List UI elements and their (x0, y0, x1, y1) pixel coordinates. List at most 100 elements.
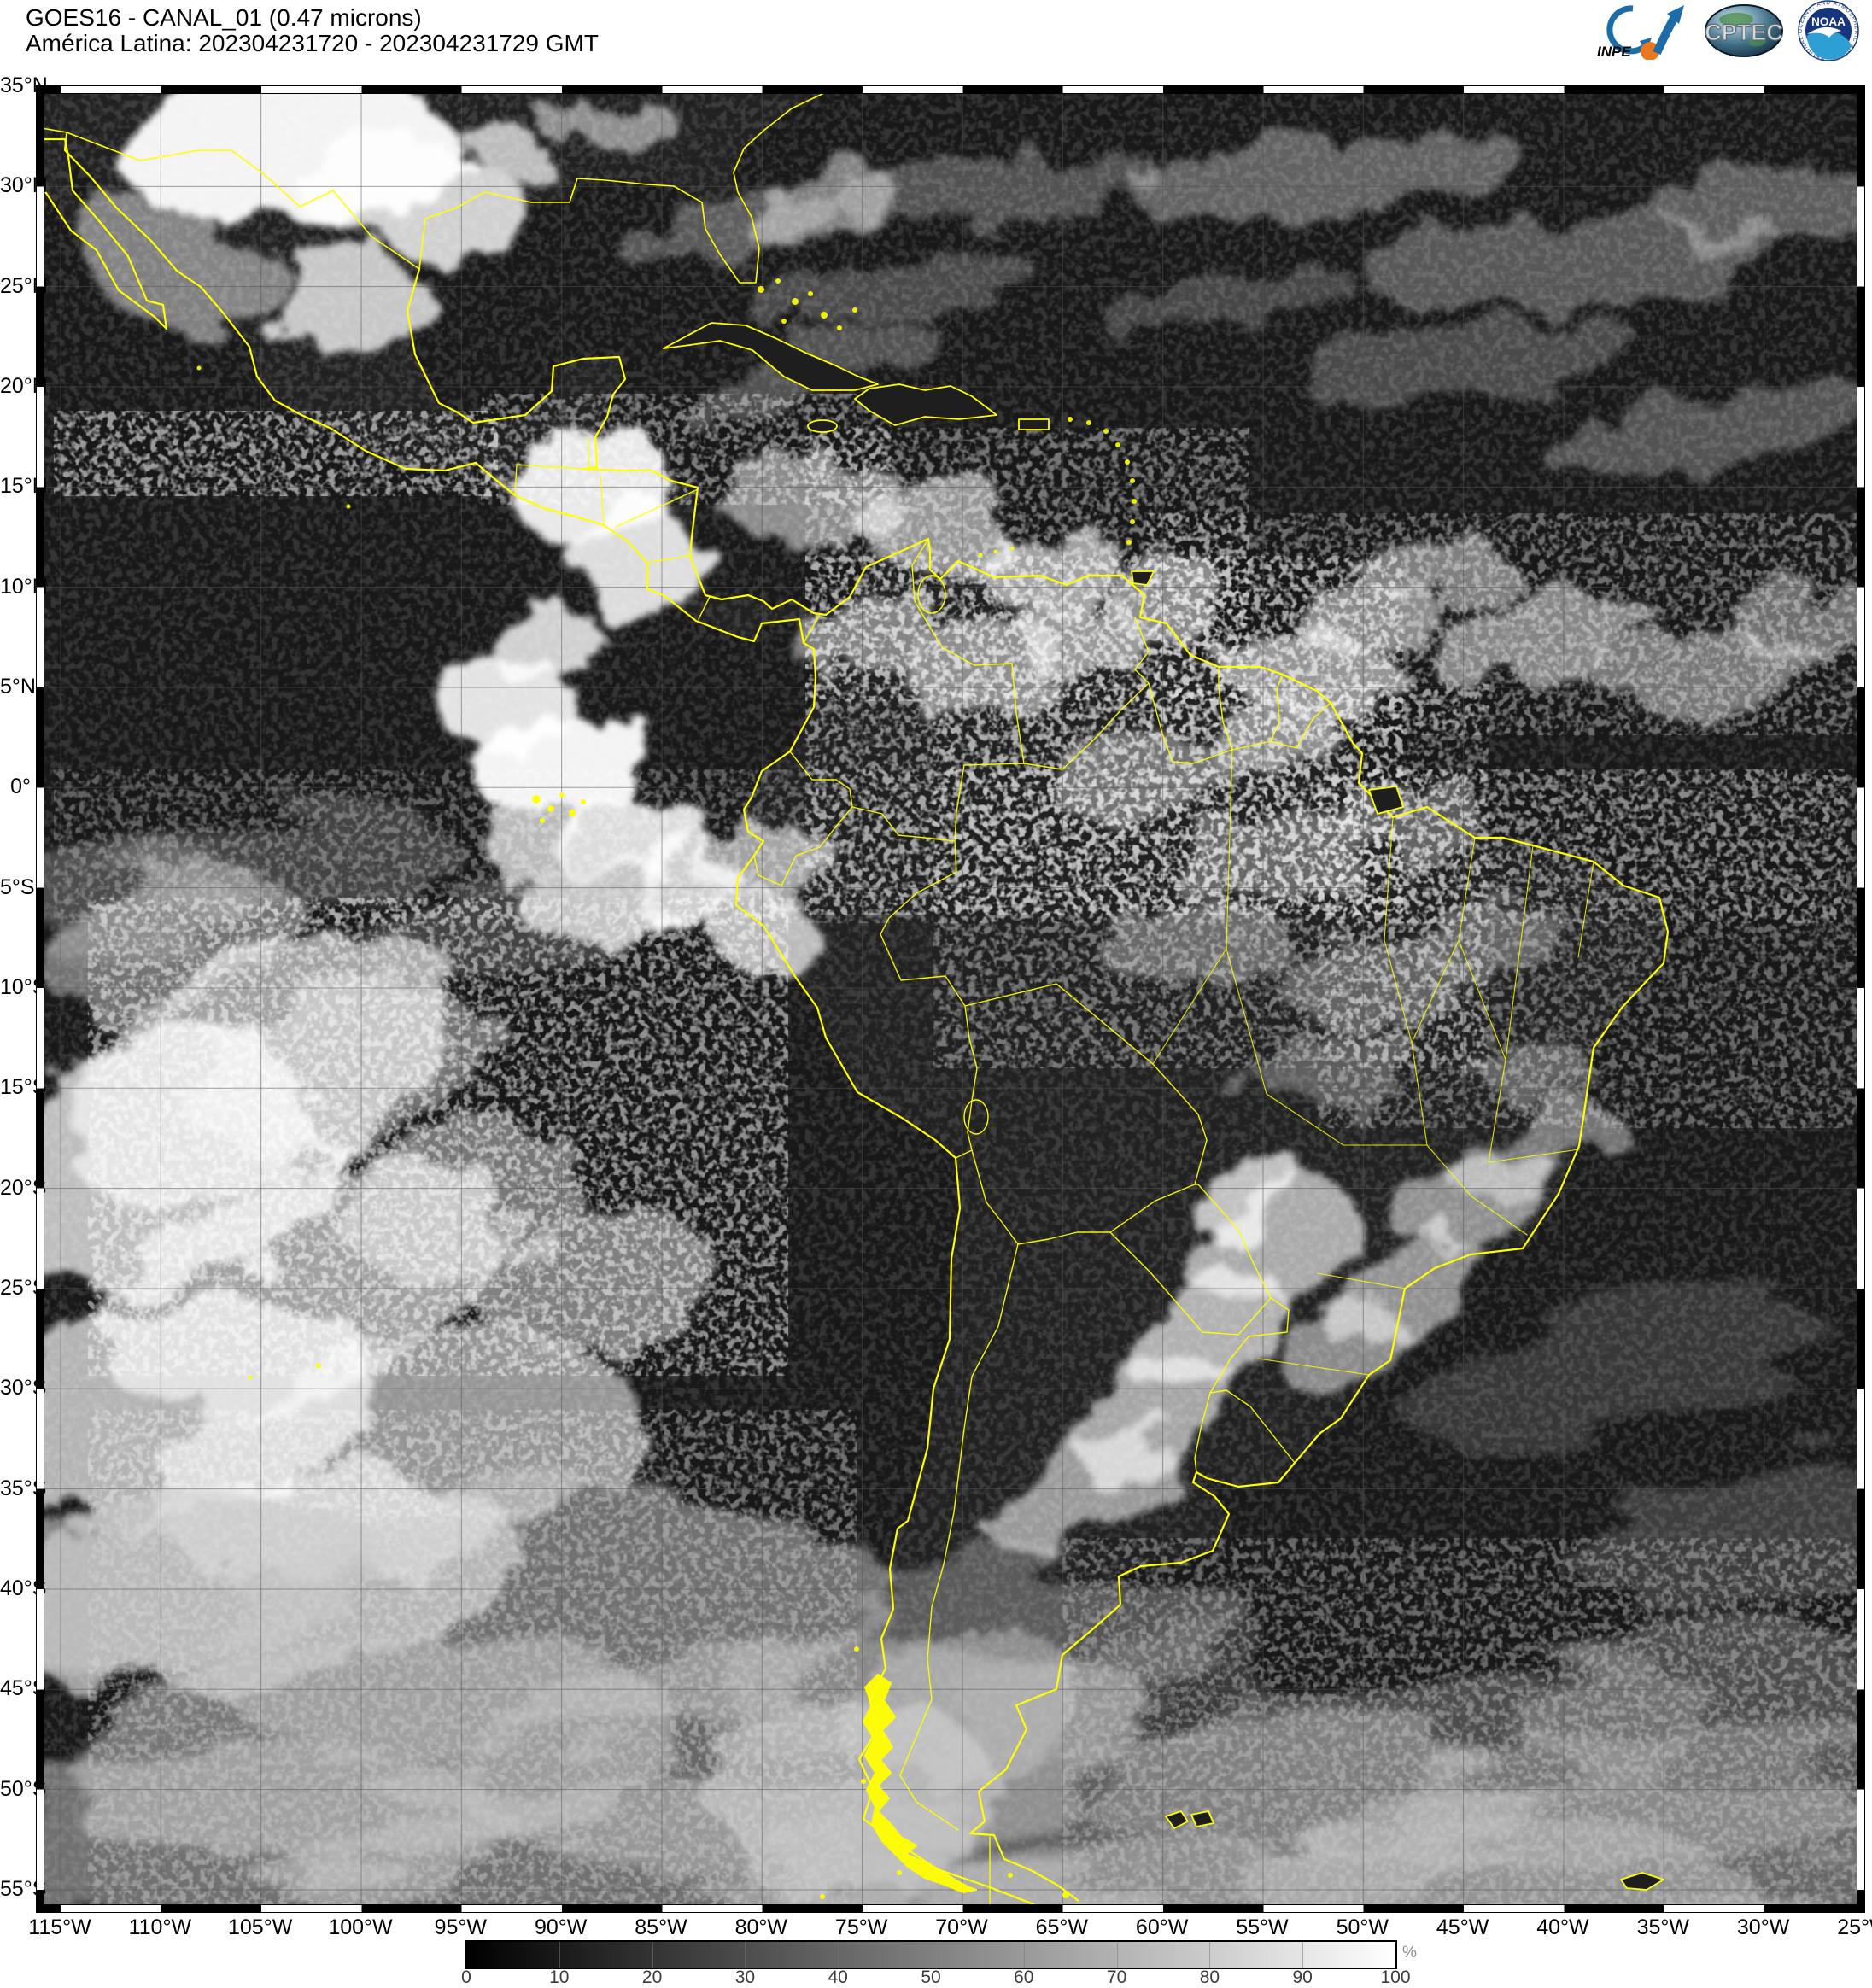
cloud-blob (1467, 1038, 1604, 1107)
lon-label: 100°W (328, 1915, 393, 1939)
noaa-logo-label: NOAA (1811, 15, 1846, 28)
island-speck (1130, 519, 1135, 524)
coastline-borders (37, 86, 1670, 1909)
lon-label: 60°W (1135, 1915, 1189, 1939)
colorbar-separator (1023, 1942, 1025, 1968)
cloud-streak-layer (37, 796, 1864, 1912)
lon-label: 70°W (935, 1915, 988, 1939)
island-speck (346, 504, 351, 509)
lon-label: 30°W (1736, 1915, 1790, 1939)
lat-label: 25°N (0, 273, 48, 298)
cloud-blob (831, 151, 1155, 226)
lon-label: 75°W (834, 1915, 888, 1939)
lat-label: 50°S (0, 1776, 47, 1801)
cloud-blob (916, 629, 1070, 714)
cloud-blob (477, 808, 579, 885)
cloud-blob (1416, 906, 1570, 983)
island-speck (1062, 1892, 1069, 1898)
map-frame-right (1857, 86, 1864, 1912)
satellite-image (37, 86, 1864, 1912)
colorbar-separator (931, 1942, 932, 1968)
cloud-blob (1109, 902, 1279, 987)
cloud-blob (1434, 595, 1637, 679)
lat-label: 15°S (0, 1075, 47, 1100)
cloud-blob (1301, 586, 1437, 654)
cloud-blob (1113, 569, 1232, 637)
island-speck (792, 298, 799, 305)
lat-label: 5°S (0, 874, 35, 899)
lon-label: 50°W (1336, 1915, 1389, 1939)
cptec-logo-icon: CPTEC (1705, 4, 1783, 57)
island-speck (581, 799, 586, 804)
cloud-blob (1574, 627, 1830, 716)
map-frame-left (37, 86, 44, 1912)
noaa-logo-icon: NATIONAL OCEANIC AND ATMOSPHERIC ADMINIS… (1787, 0, 1859, 61)
island-speck (547, 805, 554, 812)
lat-label: 25°S (0, 1275, 47, 1300)
island-speck (1126, 540, 1132, 545)
island-speck (569, 810, 576, 816)
cptec-logo-label: CPTEC (1705, 20, 1783, 45)
island-speck (1103, 429, 1109, 434)
lat-label: 0° (10, 775, 31, 799)
colorbar-separator (1302, 1942, 1304, 1968)
cloud-blob (1114, 132, 1522, 220)
colorbar-separator (559, 1942, 560, 1968)
cloud-blob (485, 718, 647, 821)
island-speck (808, 291, 813, 296)
cloud-blob (711, 885, 831, 970)
lon-label: 80°W (734, 1915, 787, 1939)
island-speck (540, 818, 545, 823)
island-speck (532, 795, 541, 804)
lat-label: 45°S (0, 1676, 47, 1701)
cloud-blob (968, 526, 1121, 611)
colorbar-tick-label: 70 (1106, 1968, 1127, 1987)
cloud-blob (1728, 586, 1864, 654)
cloud-blob (1444, 1103, 1618, 1204)
lat-label: 10°N (0, 574, 48, 599)
colorbar-tick-label: 60 (1014, 1968, 1034, 1987)
inpe-logo-label: INPE (1597, 44, 1631, 60)
lat-label: 35°S (0, 1476, 47, 1500)
cloud-blob (1105, 265, 1360, 335)
cloud-blob (1267, 1307, 1411, 1402)
island-speck (993, 549, 998, 554)
cloud-blob (465, 132, 565, 186)
cloud-blob (1369, 212, 1779, 311)
colorbar-tick-label: 40 (828, 1968, 848, 1987)
island-speck (758, 286, 764, 293)
lat-label: 20°S (0, 1175, 47, 1200)
cloud-blob (992, 1434, 1183, 1557)
island-speck (821, 312, 828, 319)
island-speck (820, 1894, 825, 1899)
lon-label: 55°W (1236, 1915, 1289, 1939)
grid-lines (37, 86, 1864, 1912)
island-speck (781, 319, 787, 324)
cloud-blob (1245, 1034, 1399, 1111)
patagonia-fjords (863, 1674, 977, 1893)
island-speck (837, 325, 842, 330)
colorbar-tick-label: 30 (734, 1968, 756, 1987)
colorbar-separator (652, 1942, 653, 1968)
colorbar-tick-label: 0 (461, 1968, 471, 1987)
lat-label: 40°S (0, 1576, 47, 1600)
lat-label: 30°N (0, 173, 48, 198)
cloud-blob (1369, 530, 1523, 607)
island-speck (852, 307, 857, 313)
cloud-blob (37, 1488, 376, 1673)
map-frame-bottom (37, 1904, 1864, 1912)
lon-label: 65°W (1035, 1915, 1088, 1939)
colorbar-tick-label: 90 (1292, 1968, 1313, 1987)
island-speck (196, 365, 202, 371)
lat-label: 55°S (0, 1876, 47, 1901)
cloud-blob (1409, 1287, 1824, 1447)
lon-label: 105°W (228, 1915, 293, 1939)
lon-label: 25°W (1837, 1915, 1872, 1939)
product-subtitle: América Latina: 202304231720 - 202304231… (26, 30, 599, 56)
country-borders (514, 438, 1331, 1906)
cloud-blob (805, 599, 942, 675)
cloud-blob (1062, 731, 1232, 816)
island-speck (978, 553, 983, 558)
cloud-blob (1404, 1713, 1864, 1875)
